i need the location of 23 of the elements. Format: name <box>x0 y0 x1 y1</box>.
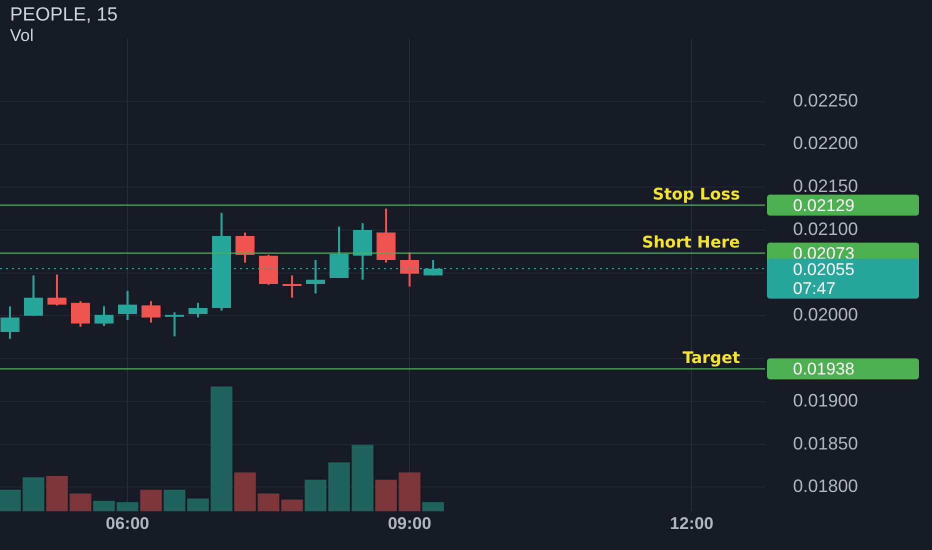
y-tick-label: 0.02250 <box>793 90 858 110</box>
candlestick <box>165 312 184 336</box>
candlestick <box>282 275 302 298</box>
y-tick-label: 0.02150 <box>793 176 858 196</box>
ref-line-label: Short Here <box>642 232 740 252</box>
text: 0.01938 <box>793 360 854 379</box>
bar <box>422 502 444 512</box>
y-tick-label: 0.02200 <box>793 133 858 154</box>
text: 07:47 <box>793 278 836 298</box>
ref-line-label: Stop Loss <box>652 184 740 204</box>
chart-title: PEOPLE, 15 <box>10 4 118 26</box>
chart-title: Vol <box>10 26 34 46</box>
y-tick-label: 0.02100 <box>793 218 858 239</box>
y-tick-label: 0.01800 <box>793 476 858 496</box>
y-tick-label: 0.01850 <box>793 433 858 454</box>
bar <box>140 490 162 512</box>
text: 0.02129 <box>793 196 854 215</box>
x-tick-label: 06:00 <box>106 514 150 534</box>
x-tick-label: 12:00 <box>670 514 714 534</box>
ref-line-label: Target <box>682 348 740 368</box>
y-tick-label: 0.02000 <box>793 304 858 325</box>
x-tick-label: 09:00 <box>388 514 432 534</box>
y-tick-label: 0.01900 <box>793 390 858 410</box>
